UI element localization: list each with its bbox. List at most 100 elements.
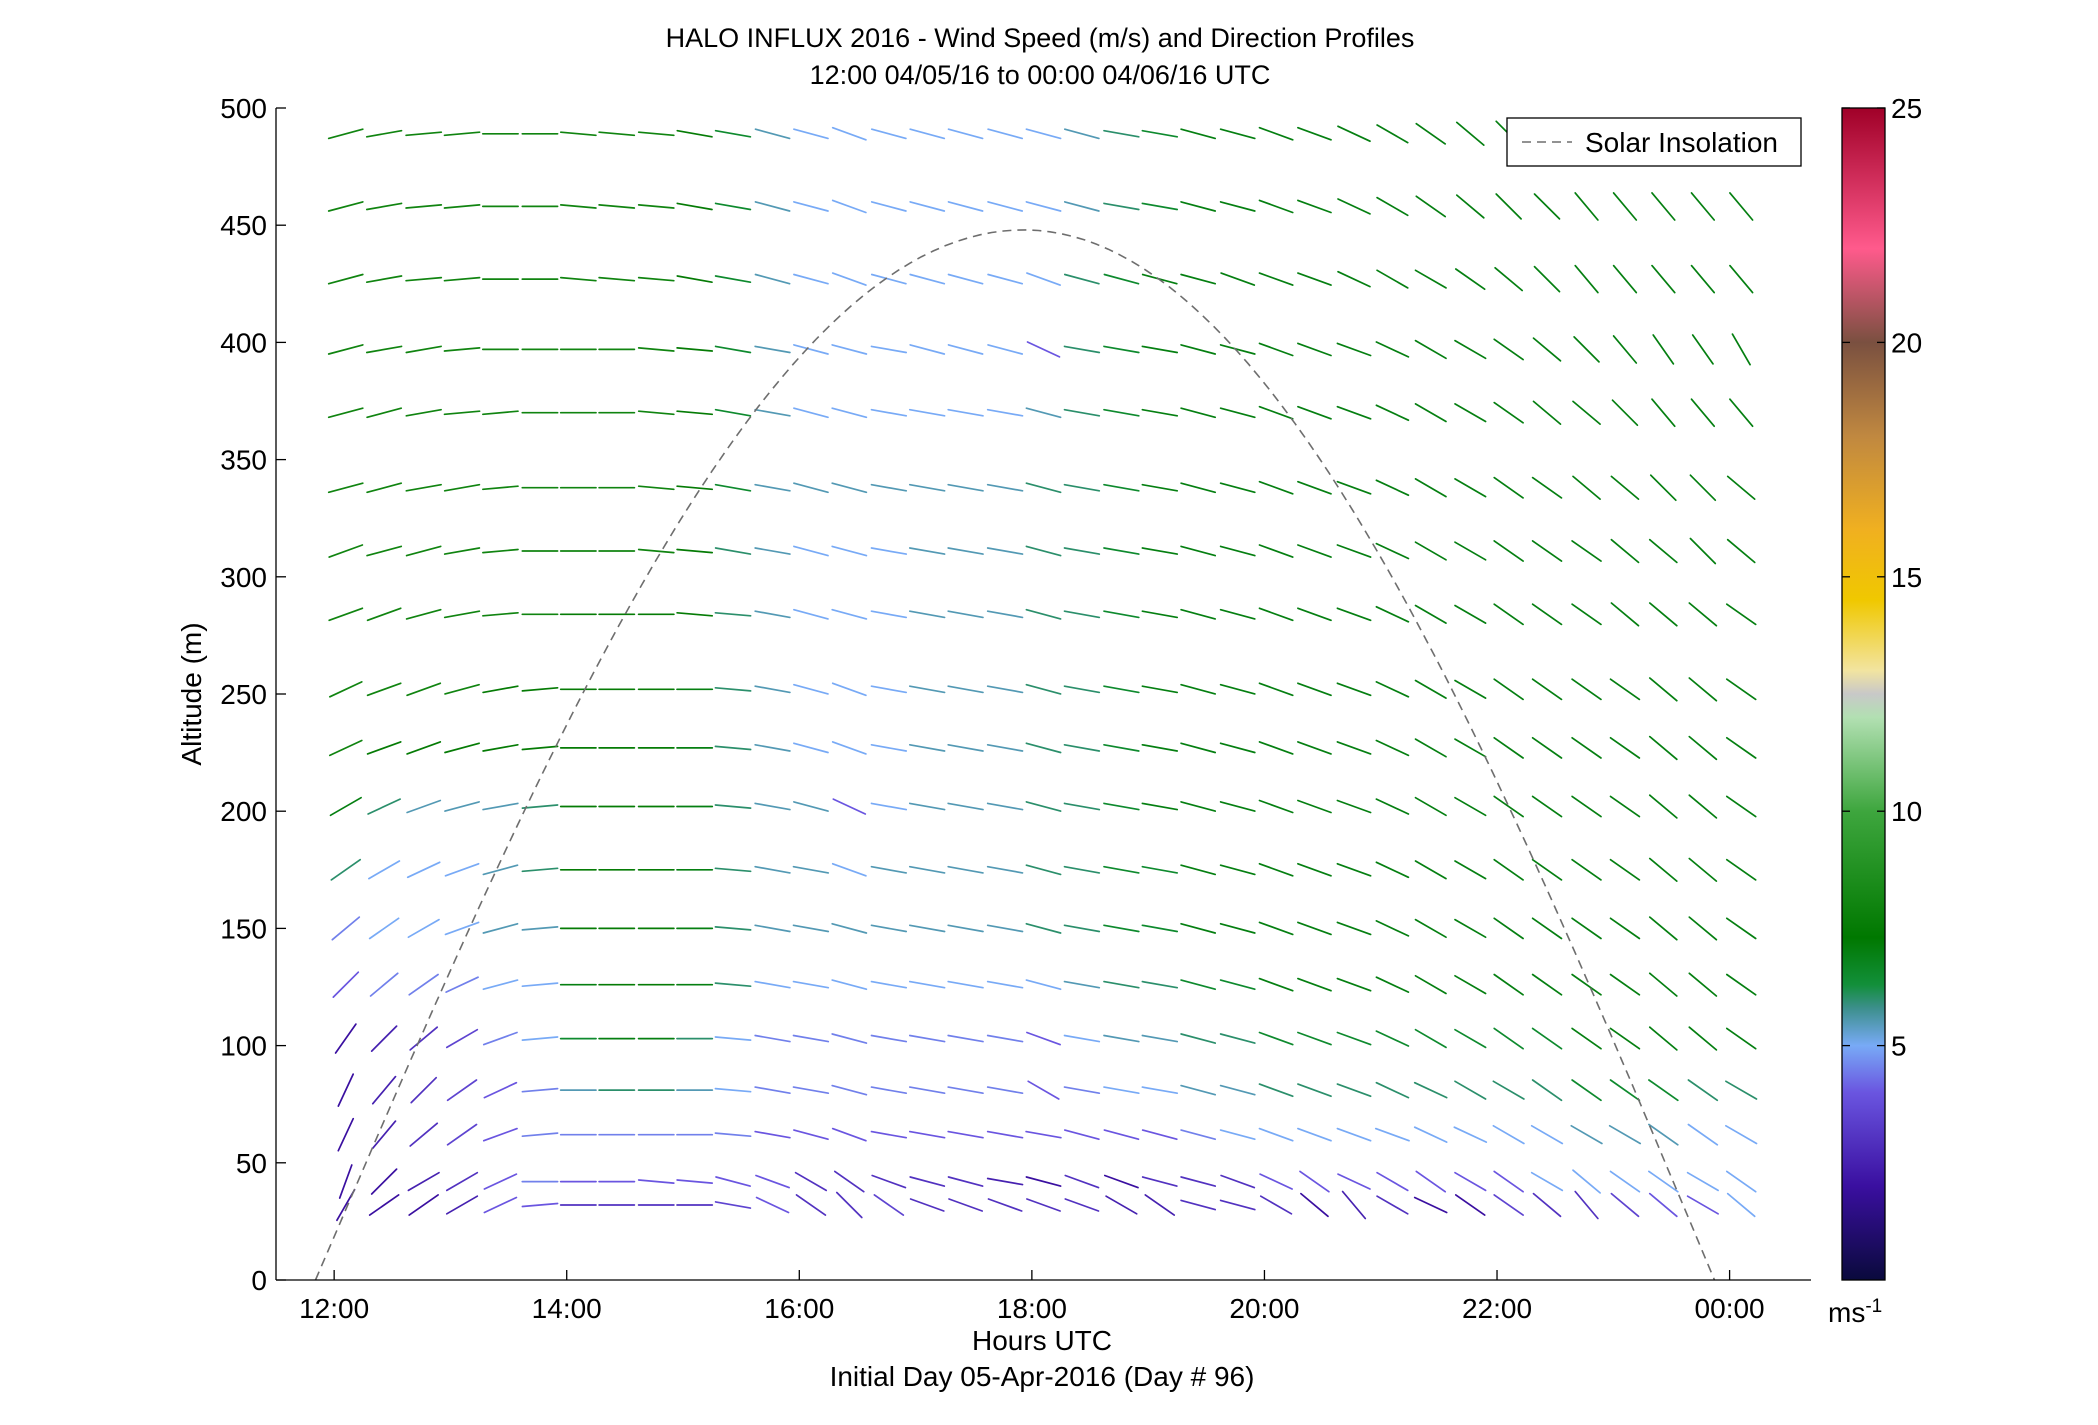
wind-barb bbox=[870, 128, 907, 140]
wind-barb bbox=[987, 273, 1024, 285]
wind-barb bbox=[598, 204, 636, 209]
wind-barb bbox=[754, 802, 791, 811]
colorbar-tick-label: 10 bbox=[1891, 796, 1922, 827]
wind-barb bbox=[835, 1191, 863, 1219]
wind-barb bbox=[366, 682, 402, 697]
wind-barb bbox=[947, 1034, 984, 1043]
wind-barb bbox=[1493, 1194, 1524, 1216]
wind-barb bbox=[908, 743, 946, 752]
wind-barb bbox=[366, 607, 402, 622]
wind-barb bbox=[909, 128, 946, 140]
wind-barb bbox=[1103, 408, 1140, 417]
wind-barb bbox=[1103, 802, 1140, 811]
wind-barb bbox=[1258, 1127, 1294, 1142]
wind-barb bbox=[1258, 480, 1294, 495]
wind-barb bbox=[1026, 1031, 1061, 1046]
wind-barb bbox=[1414, 478, 1447, 498]
wind-barb bbox=[409, 1122, 439, 1147]
wind-barb bbox=[637, 204, 675, 209]
wind-barb bbox=[1063, 408, 1101, 417]
wind-barb bbox=[332, 971, 360, 998]
wind-barb bbox=[1297, 272, 1332, 286]
colorbar-tick-label: 25 bbox=[1891, 93, 1922, 124]
wind-barb bbox=[1376, 124, 1409, 144]
wind-barb bbox=[1454, 738, 1487, 758]
wind-barb bbox=[755, 1174, 790, 1189]
wind-barb bbox=[1258, 272, 1294, 286]
wind-barb bbox=[1454, 1194, 1486, 1216]
wind-barb bbox=[1648, 916, 1678, 941]
wind-barb bbox=[1297, 1031, 1332, 1046]
wind-barb bbox=[870, 547, 908, 555]
wind-barb bbox=[947, 344, 984, 355]
wind-barb bbox=[331, 916, 361, 941]
wind-barb bbox=[793, 407, 829, 419]
wind-barb bbox=[1141, 802, 1179, 811]
wind-barb bbox=[406, 682, 442, 697]
wind-barb bbox=[908, 610, 946, 619]
wind-barb bbox=[908, 980, 946, 989]
wind-barb bbox=[1571, 917, 1602, 940]
wind-barb bbox=[1454, 541, 1487, 561]
wind-barb bbox=[1336, 544, 1372, 558]
wind-barb bbox=[1455, 121, 1485, 146]
wind-barb bbox=[714, 1132, 752, 1138]
wind-barb bbox=[870, 924, 908, 933]
wind-barb bbox=[1063, 128, 1100, 140]
wind-barb bbox=[1026, 1198, 1061, 1212]
wind-barb bbox=[1025, 201, 1062, 212]
wind-barb bbox=[1219, 482, 1256, 494]
wind-barb bbox=[521, 867, 559, 873]
wind-barb bbox=[1336, 607, 1372, 622]
x-tick-label: 20:00 bbox=[1229, 1293, 1299, 1324]
wind-barb bbox=[446, 1079, 478, 1102]
y-tick-label: 350 bbox=[220, 445, 267, 476]
wind-barb bbox=[445, 1028, 479, 1049]
wind-barb bbox=[1026, 272, 1061, 286]
colorbar-unit: ms-1 bbox=[1828, 1296, 1882, 1328]
wind-barb bbox=[676, 611, 714, 617]
wind-barb bbox=[1025, 864, 1062, 876]
wind-barb bbox=[1648, 1079, 1679, 1102]
wind-barb bbox=[714, 1036, 752, 1041]
wind-barb bbox=[1413, 1196, 1448, 1214]
wind-barb bbox=[1180, 742, 1217, 754]
wind-barb bbox=[1608, 1124, 1642, 1145]
wind-barb bbox=[1025, 979, 1062, 991]
wind-barb bbox=[1688, 735, 1718, 761]
wind-barb bbox=[793, 201, 829, 212]
wind-barb bbox=[793, 344, 829, 355]
wind-barb bbox=[1141, 1176, 1178, 1187]
wind-barb bbox=[947, 273, 984, 285]
wind-barb bbox=[1454, 1028, 1487, 1049]
wind-barb bbox=[1414, 918, 1447, 939]
wind-barb bbox=[637, 131, 675, 137]
wind-barb bbox=[1610, 602, 1640, 627]
wind-barb bbox=[754, 610, 791, 619]
wind-barb bbox=[1648, 857, 1678, 882]
wind-barb bbox=[1336, 480, 1372, 495]
wind-barb bbox=[1103, 202, 1140, 211]
wind-barb bbox=[1414, 604, 1447, 624]
plot-area: 12:00 14:00 16:00 18:00 20:00 22:00 00:00 0 50 1… bbox=[220, 93, 1811, 1324]
wind-barb bbox=[1297, 862, 1332, 877]
wind-barb bbox=[1649, 474, 1677, 502]
wind-barb bbox=[1258, 126, 1294, 141]
wind-barb bbox=[676, 548, 714, 554]
wind-barb bbox=[1415, 195, 1447, 218]
wind-barb bbox=[986, 1034, 1024, 1043]
wind-barb bbox=[1336, 862, 1372, 877]
wind-barb bbox=[1025, 407, 1062, 419]
wind-barb bbox=[1336, 1031, 1372, 1046]
wind-barb bbox=[795, 1194, 827, 1216]
wind-barb bbox=[1336, 342, 1372, 357]
wind-barb bbox=[1725, 795, 1757, 818]
wind-barb bbox=[405, 131, 443, 137]
wind-barb bbox=[1220, 272, 1256, 286]
wind-barb bbox=[1141, 483, 1179, 492]
wind-barb bbox=[754, 1034, 791, 1043]
wind-barb bbox=[831, 862, 867, 877]
wind-barb bbox=[1259, 1195, 1293, 1215]
wind-barb bbox=[1025, 742, 1062, 754]
wind-barb bbox=[1103, 685, 1140, 694]
